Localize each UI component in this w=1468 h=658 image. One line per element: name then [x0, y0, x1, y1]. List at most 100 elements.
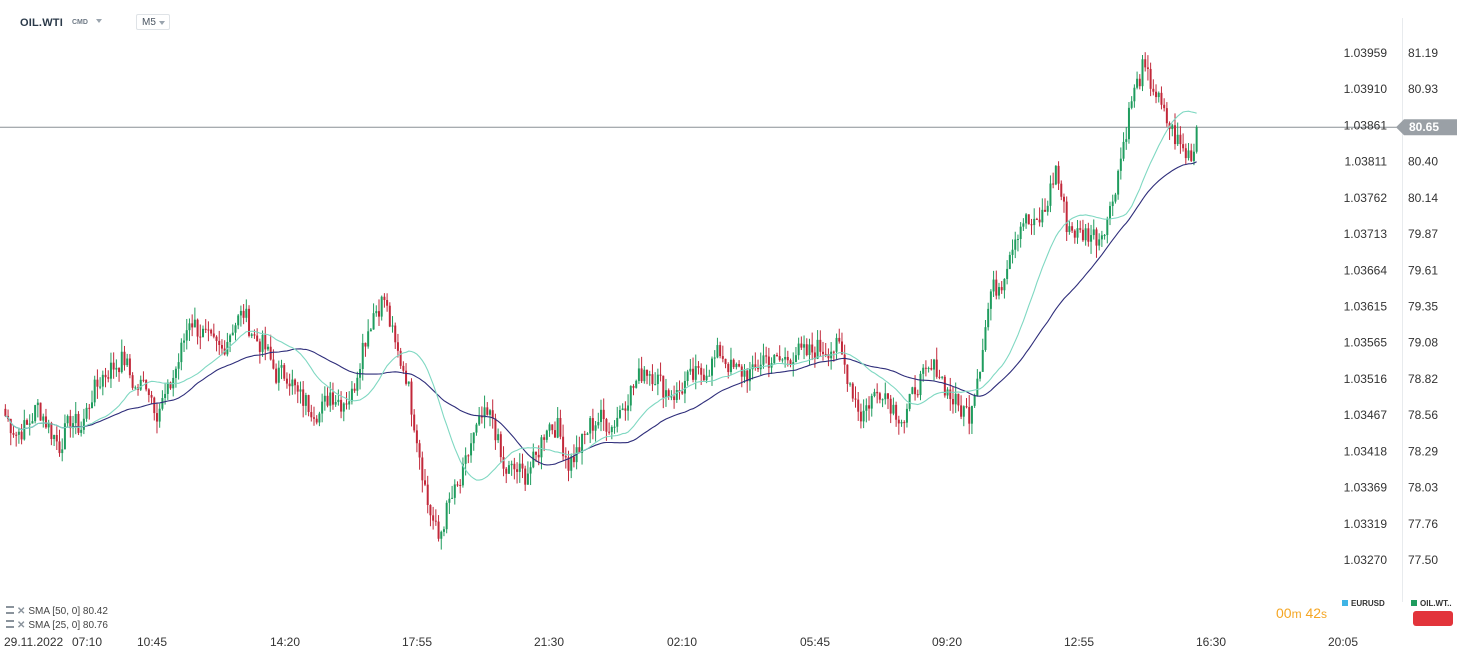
candle-bullish	[881, 399, 884, 401]
candle-bullish	[231, 332, 234, 336]
time-axis-tick: 05:45	[800, 635, 830, 649]
candle-bullish	[372, 313, 375, 330]
candle-bearish	[903, 422, 906, 424]
candle-bearish	[916, 394, 919, 396]
series-tag-oilwti[interactable]: OIL.WT..	[1411, 599, 1452, 608]
candle-bearish	[727, 364, 730, 373]
candle-bearish	[147, 389, 150, 396]
legend-sma-50[interactable]: ✕ SMA [50, 0] 80.42	[6, 605, 108, 618]
candle-bearish	[567, 457, 570, 471]
candle-bullish	[683, 380, 686, 394]
candle-bullish	[784, 356, 787, 360]
candle-bearish	[459, 484, 462, 486]
candle-bullish	[1014, 239, 1017, 250]
candle-bullish	[570, 456, 573, 471]
candle-bearish	[364, 342, 367, 347]
candle-bullish	[664, 390, 667, 398]
candle-bearish	[673, 396, 676, 400]
candle-bullish	[369, 329, 372, 332]
timeframe-select[interactable]: M5	[136, 14, 170, 30]
candle-bullish	[1176, 134, 1179, 145]
drag-handle-icon[interactable]	[6, 620, 14, 628]
candle-bearish	[1165, 108, 1168, 124]
candle-bearish	[494, 418, 497, 441]
candle-bullish	[1098, 239, 1101, 246]
candle-bullish	[99, 386, 102, 388]
sma-50-line	[5, 161, 1197, 466]
candle-bullish	[483, 407, 486, 418]
candle-bullish	[291, 379, 294, 387]
candle-bullish	[705, 375, 708, 381]
candle-bearish	[1060, 183, 1063, 197]
candle-bullish	[472, 432, 475, 444]
candle-bullish	[613, 426, 616, 428]
candle-bullish	[80, 429, 83, 433]
symbol-name[interactable]: OIL.WTI	[20, 17, 63, 29]
candle-countdown: 00m 42s	[1276, 605, 1327, 621]
sell-button[interactable]	[1413, 611, 1453, 626]
candle-bullish	[900, 422, 903, 424]
candle-bearish	[434, 520, 437, 522]
series-tag-eurusd[interactable]: EURUSD	[1342, 599, 1385, 608]
candle-bullish	[1046, 205, 1049, 212]
symbol-type-label[interactable]: CMD	[72, 19, 88, 26]
candle-bullish	[729, 359, 732, 373]
candle-bearish	[965, 406, 968, 408]
candle-bearish	[608, 431, 611, 433]
time-axis-tick: 16:30	[1196, 635, 1226, 649]
candle-bearish	[957, 393, 960, 406]
left-axis-tick: 1.03910	[1344, 82, 1388, 96]
candle-bullish	[1068, 226, 1071, 233]
candle-bearish	[551, 424, 554, 431]
candle-bearish	[995, 279, 998, 296]
candle-bearish	[413, 414, 416, 431]
right-axis-tick: 79.61	[1408, 263, 1438, 277]
candle-bullish	[93, 379, 96, 403]
legend-sma-25-value: 80.76	[82, 620, 108, 631]
candle-bearish	[1081, 229, 1084, 241]
axis-divider	[1402, 18, 1403, 602]
candle-bullish	[17, 431, 20, 435]
right-axis-tick: 78.56	[1408, 408, 1438, 422]
candle-bullish	[445, 502, 448, 530]
candle-bullish	[23, 420, 26, 440]
candle-bullish	[90, 402, 93, 409]
candle-bearish	[1149, 68, 1152, 89]
candle-bearish	[1190, 150, 1193, 161]
candle-bearish	[572, 456, 575, 463]
candle-bearish	[886, 393, 889, 399]
legend-sma-25[interactable]: ✕ SMA [25, 0] 80.76	[6, 619, 108, 632]
candle-bearish	[878, 393, 881, 400]
candle-bullish	[304, 395, 307, 406]
drag-handle-icon[interactable]	[6, 606, 14, 614]
candle-bullish	[532, 451, 535, 468]
candle-bearish	[930, 367, 933, 370]
candle-bullish	[849, 383, 852, 385]
candle-bearish	[9, 418, 12, 434]
candle-bearish	[681, 391, 684, 394]
close-icon[interactable]: ✕	[17, 606, 26, 617]
candle-bearish	[859, 411, 862, 422]
candle-bearish	[960, 405, 963, 417]
candle-bearish	[851, 383, 854, 399]
candle-bullish	[792, 362, 795, 366]
candle-bullish	[589, 418, 592, 434]
candle-bullish	[884, 393, 887, 400]
candle-bullish	[998, 287, 1000, 296]
candle-bearish	[145, 380, 148, 390]
candle-bullish	[1092, 229, 1095, 236]
candle-bullish	[323, 395, 326, 402]
candle-bullish	[873, 391, 876, 396]
candle-bearish	[1152, 88, 1155, 92]
candle-bullish	[277, 367, 280, 383]
candle-bearish	[196, 319, 199, 337]
candle-bullish	[85, 407, 88, 419]
candle-bullish	[82, 418, 85, 430]
candle-bearish	[754, 364, 757, 368]
candle-bearish	[640, 368, 643, 382]
candle-bearish	[302, 389, 305, 406]
left-axis-tick: 1.03811	[1345, 155, 1388, 169]
symbol-dropdown-icon[interactable]	[96, 19, 102, 23]
close-icon[interactable]: ✕	[17, 620, 26, 631]
